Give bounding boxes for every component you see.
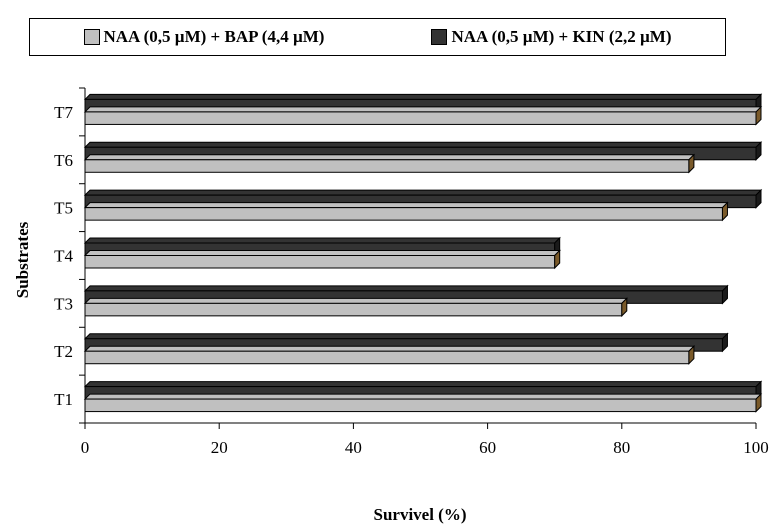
x-tick-label: 100	[743, 438, 769, 457]
bar-side-face	[755, 392, 762, 413]
bar-top-face	[83, 93, 763, 100]
bar-side-face	[621, 297, 628, 318]
bar-side-face	[755, 105, 762, 126]
bar-bap	[83, 249, 561, 270]
legend-swatch-bap	[83, 29, 100, 45]
bar-bap	[83, 153, 696, 174]
x-tick-label: 40	[345, 438, 362, 457]
x-tick-label: 0	[81, 438, 90, 457]
bar-side-face	[688, 345, 695, 365]
y-tick-label: T1	[54, 390, 73, 409]
bar-top-face	[83, 189, 763, 196]
bar-bap	[83, 345, 696, 365]
bar-bap	[83, 392, 763, 413]
x-axis-title: Survivel (%)	[373, 505, 466, 524]
bar-top-face	[83, 345, 696, 352]
bar-front-face	[84, 398, 757, 413]
x-tick-label: 80	[613, 438, 630, 457]
y-tick-label: T7	[54, 103, 73, 122]
bar-top-face	[83, 393, 763, 400]
bar-top-face	[83, 202, 729, 209]
bar-bap	[83, 297, 629, 318]
bar-top-face	[83, 333, 729, 340]
bar-front-face	[84, 159, 690, 173]
bar-front-face	[84, 302, 623, 317]
bar-top-face	[83, 141, 763, 148]
legend-item-kin: NAA (0,5 µM) + KIN (2,2 µM)	[431, 27, 672, 47]
bar-front-face	[84, 207, 723, 221]
bar-top-face	[83, 285, 729, 292]
bar-top-face	[83, 237, 561, 244]
bar-top-face	[83, 250, 561, 256]
bar-side-face	[755, 141, 762, 161]
bar-side-face	[721, 284, 728, 305]
y-tick-label: T5	[54, 199, 73, 218]
x-tick-label: 20	[211, 438, 228, 457]
bar-front-face	[84, 350, 690, 365]
bar-side-face	[721, 201, 728, 222]
legend-swatch-kin	[431, 29, 448, 45]
y-tick-label: T6	[54, 151, 73, 170]
y-tick-label: T2	[54, 342, 73, 361]
y-tick-label: T3	[54, 294, 73, 313]
bar-bap	[83, 201, 729, 222]
y-tick-label: T4	[54, 247, 73, 266]
bar-side-face	[554, 249, 561, 270]
y-axis-title: Substrates	[13, 221, 32, 298]
bar-bap	[83, 105, 763, 126]
bar-side-face	[755, 188, 762, 209]
bar-top-face	[83, 106, 763, 113]
bar-front-face	[84, 255, 556, 269]
chart-labels: 0 20 40 60 80 100 T1 T2 T3 T4 T5 T6 T7	[54, 103, 769, 457]
legend-label-bap: NAA (0,5 µM) + BAP (4,4 µM)	[103, 27, 325, 46]
legend-item-bap: NAA (0,5 µM) + BAP (4,4 µM)	[83, 27, 325, 47]
bar-top-face	[83, 381, 763, 388]
chart-legend: NAA (0,5 µM) + BAP (4,4 µM) NAA (0,5 µM)…	[29, 18, 726, 56]
bar-top-face	[83, 297, 629, 304]
bar-front-face	[84, 111, 757, 125]
x-tick-label: 60	[479, 438, 496, 457]
bar-side-face	[688, 153, 695, 174]
bar-top-face	[83, 154, 696, 161]
chart-bars	[83, 93, 763, 413]
bar-side-face	[721, 332, 728, 353]
legend-label-kin: NAA (0,5 µM) + KIN (2,2 µM)	[451, 27, 672, 46]
